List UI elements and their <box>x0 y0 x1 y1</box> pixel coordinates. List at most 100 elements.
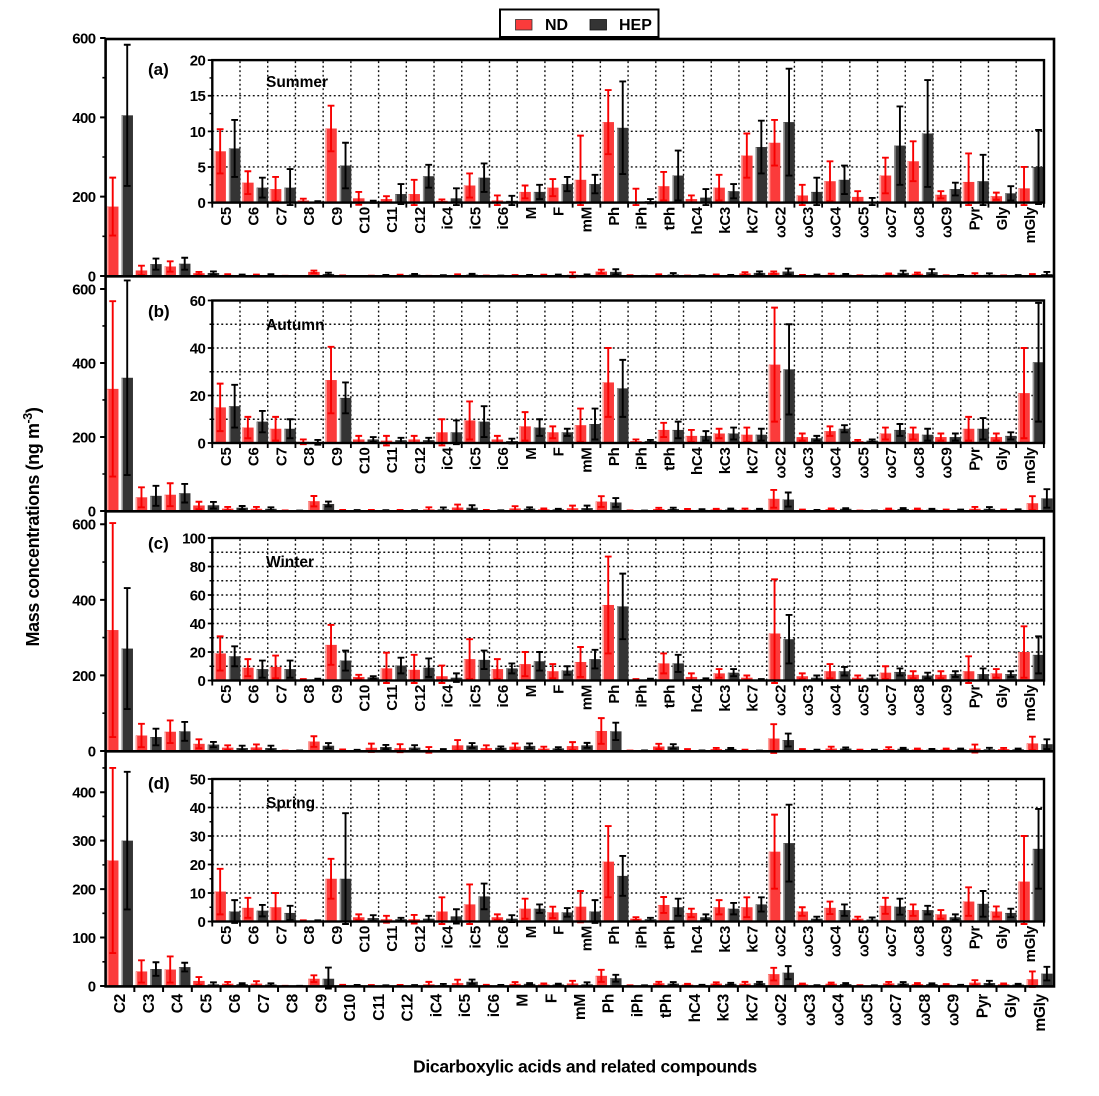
svg-text:ωC2: ωC2 <box>772 207 789 238</box>
svg-text:C7: C7 <box>273 448 290 467</box>
svg-text:iC6: iC6 <box>495 685 512 707</box>
svg-text:C7: C7 <box>256 994 273 1013</box>
svg-text:iC4: iC4 <box>428 993 445 1017</box>
svg-text:iPh: iPh <box>634 207 651 230</box>
svg-text:200: 200 <box>72 882 95 899</box>
svg-text:600: 600 <box>72 281 95 298</box>
svg-text:C7: C7 <box>273 207 290 226</box>
svg-text:iC6: iC6 <box>495 448 512 470</box>
svg-text:ωC4: ωC4 <box>831 993 848 1026</box>
svg-text:ωC4: ωC4 <box>828 925 845 957</box>
svg-text:C10: C10 <box>357 448 374 475</box>
svg-text:C12: C12 <box>412 448 429 475</box>
svg-text:Pyr: Pyr <box>966 685 983 709</box>
svg-text:ωC7: ωC7 <box>883 207 900 238</box>
svg-text:400: 400 <box>72 110 95 127</box>
svg-text:20: 20 <box>190 645 206 662</box>
svg-text:C6: C6 <box>246 448 263 467</box>
svg-text:iC6: iC6 <box>495 207 512 229</box>
svg-text:iC4: iC4 <box>440 447 457 470</box>
svg-text:Mass concentrations (ng m-3): Mass concentrations (ng m-3) <box>21 407 43 646</box>
svg-text:kC3: kC3 <box>717 926 734 953</box>
svg-text:ωC4: ωC4 <box>828 447 845 479</box>
svg-text:ωC9: ωC9 <box>939 207 956 238</box>
svg-text:C9: C9 <box>313 993 330 1013</box>
svg-text:0: 0 <box>198 914 206 931</box>
svg-text:C9: C9 <box>329 926 346 945</box>
svg-text:C5: C5 <box>218 448 235 467</box>
svg-text:Summer: Summer <box>266 74 328 91</box>
svg-text:C5: C5 <box>218 926 235 945</box>
svg-text:C8: C8 <box>301 926 318 945</box>
svg-text:200: 200 <box>72 429 95 446</box>
svg-text:20: 20 <box>190 53 206 70</box>
svg-text:iC5: iC5 <box>457 993 474 1017</box>
svg-text:kC7: kC7 <box>745 926 762 953</box>
svg-text:tPh: tPh <box>658 994 675 1018</box>
svg-text:C9: C9 <box>329 207 346 226</box>
svg-text:kC7: kC7 <box>744 994 761 1022</box>
svg-text:ωC9: ωC9 <box>946 993 963 1026</box>
svg-text:tPh: tPh <box>661 926 678 949</box>
svg-text:F: F <box>551 685 568 694</box>
svg-text:C12: C12 <box>412 207 429 234</box>
svg-text:M: M <box>515 994 532 1007</box>
svg-text:Pyr: Pyr <box>966 207 983 231</box>
svg-text:tPh: tPh <box>661 447 678 470</box>
svg-text:C11: C11 <box>384 207 401 233</box>
svg-text:Gly: Gly <box>994 925 1011 949</box>
svg-text:iC5: iC5 <box>467 685 484 707</box>
svg-text:tPh: tPh <box>661 685 678 708</box>
svg-text:ωC7: ωC7 <box>883 685 900 716</box>
svg-text:mM: mM <box>578 685 595 710</box>
svg-text:kC7: kC7 <box>745 207 762 234</box>
svg-text:Gly: Gly <box>994 684 1011 708</box>
svg-text:M: M <box>523 926 540 938</box>
svg-text:ωC3: ωC3 <box>800 448 817 479</box>
svg-text:hC4: hC4 <box>687 993 704 1022</box>
svg-text:iC5: iC5 <box>467 926 484 948</box>
svg-text:mGly: mGly <box>1022 447 1039 484</box>
svg-text:ωC4: ωC4 <box>828 684 845 716</box>
svg-text:iC5: iC5 <box>467 207 484 229</box>
svg-text:mM: mM <box>578 207 595 232</box>
svg-text:iC4: iC4 <box>440 684 457 707</box>
svg-text:0: 0 <box>198 436 206 453</box>
svg-text:ωC9: ωC9 <box>939 685 956 716</box>
svg-text:Ph: Ph <box>606 207 623 226</box>
svg-text:10: 10 <box>190 886 206 903</box>
svg-text:C12: C12 <box>412 926 429 953</box>
svg-text:ωC7: ωC7 <box>883 448 900 479</box>
svg-text:hC4: hC4 <box>689 206 706 234</box>
svg-text:iPh: iPh <box>629 994 646 1017</box>
svg-text:kC3: kC3 <box>717 448 734 475</box>
svg-text:C6: C6 <box>246 685 263 704</box>
svg-text:iC6: iC6 <box>495 926 512 948</box>
svg-text:ωC9: ωC9 <box>939 926 956 957</box>
svg-text:Pyr: Pyr <box>966 447 983 471</box>
svg-text:mM: mM <box>572 994 589 1020</box>
svg-text:100: 100 <box>72 930 95 947</box>
svg-text:20: 20 <box>190 388 206 405</box>
svg-text:ωC8: ωC8 <box>911 685 928 716</box>
svg-text:Gly: Gly <box>994 206 1011 230</box>
svg-text:tPh: tPh <box>661 207 678 230</box>
svg-text:ωC5: ωC5 <box>855 207 872 238</box>
svg-text:Dicarboxylic acids and related: Dicarboxylic acids and related compounds <box>413 1057 758 1077</box>
svg-text:mGly: mGly <box>1022 206 1039 243</box>
svg-text:400: 400 <box>72 785 95 802</box>
svg-text:F: F <box>551 207 568 216</box>
svg-text:20: 20 <box>190 857 206 874</box>
svg-text:40: 40 <box>190 800 206 817</box>
svg-text:C9: C9 <box>329 448 346 467</box>
svg-text:ωC3: ωC3 <box>800 685 817 716</box>
svg-text:ωC2: ωC2 <box>772 926 789 957</box>
svg-text:C5: C5 <box>198 993 215 1013</box>
svg-text:ωC5: ωC5 <box>859 993 876 1026</box>
svg-text:C11: C11 <box>371 993 388 1020</box>
svg-text:40: 40 <box>190 616 206 633</box>
svg-text:ωC8: ωC8 <box>917 993 934 1026</box>
svg-text:C10: C10 <box>342 994 359 1022</box>
svg-text:ωC3: ωC3 <box>800 926 817 957</box>
svg-text:C8: C8 <box>301 448 318 467</box>
